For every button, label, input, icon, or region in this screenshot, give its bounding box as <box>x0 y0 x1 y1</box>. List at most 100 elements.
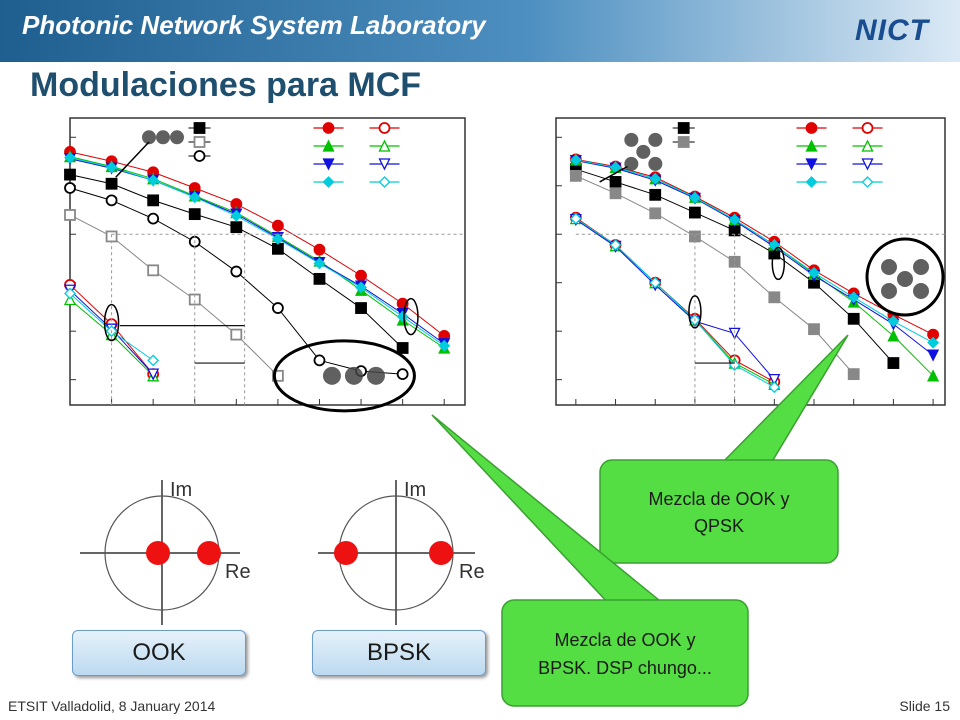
series-line <box>575 158 934 336</box>
data-point <box>147 368 160 381</box>
legend-im-marker <box>322 176 335 188</box>
data-point <box>105 177 118 190</box>
legend-im-marker <box>322 139 335 152</box>
eye-blob <box>881 259 897 275</box>
data-point <box>147 174 160 187</box>
legend-ref-marker <box>677 122 690 134</box>
data-point <box>64 168 76 181</box>
data-point <box>271 302 284 314</box>
data-point <box>847 312 860 325</box>
data-point <box>147 212 160 225</box>
data-point <box>355 281 367 294</box>
legend-qam-marker <box>378 139 391 152</box>
data-point <box>569 212 582 225</box>
callout-qpsk-bubble <box>599 459 839 564</box>
bpsk-label-box: BPSK <box>312 630 486 676</box>
series-line <box>575 219 775 380</box>
bpsk-re-label: Re <box>459 561 485 583</box>
inset-blob <box>648 156 663 171</box>
series-line <box>69 156 445 349</box>
data-point <box>313 257 326 270</box>
legend-im-marker <box>805 122 818 134</box>
series-line <box>69 151 445 337</box>
im-bits-ellipse <box>403 297 419 336</box>
data-point <box>271 369 284 382</box>
data-point <box>271 233 284 245</box>
data-point <box>438 339 451 352</box>
chart-a <box>63 117 466 413</box>
bpsk-im-label: Im <box>404 479 426 501</box>
series-line <box>69 214 279 377</box>
data-point <box>649 172 662 185</box>
callout-bpsk: Mezcla de OOK y BPSK. DSP chungo... <box>431 414 749 707</box>
inset-blob <box>648 132 663 147</box>
data-point <box>847 368 860 381</box>
legend-ref-marker <box>677 136 690 148</box>
data-point <box>313 272 326 285</box>
data-point <box>689 206 701 219</box>
ook-label-box: OOK <box>72 630 246 676</box>
legend-im-marker <box>322 122 335 134</box>
data-point <box>64 182 76 194</box>
data-point <box>355 302 367 314</box>
data-point <box>609 187 622 200</box>
slide-number: Slide 15 <box>899 698 950 714</box>
inset-arrow <box>599 165 628 183</box>
data-point <box>768 291 781 304</box>
data-point <box>396 310 409 323</box>
legend-qam-marker <box>861 139 874 152</box>
legend-ref-marker <box>193 136 206 148</box>
data-point <box>147 194 160 207</box>
legend-qam-marker <box>861 158 874 171</box>
data-point <box>887 315 900 328</box>
data-point <box>847 291 860 304</box>
lab-title: Photonic Network System Laboratory <box>22 10 486 40</box>
callout-qpsk: Mezcla de OOK y QPSK <box>599 334 849 564</box>
data-point <box>808 266 820 279</box>
data-point <box>927 349 940 362</box>
header-banner: Photonic Network System Laboratory NICT <box>0 0 960 62</box>
data-point <box>609 176 622 188</box>
cc-bpsk-constellation-ellipse <box>272 339 416 413</box>
data-point <box>569 154 582 166</box>
data-point <box>147 264 160 277</box>
legend-ref-marker <box>193 122 206 134</box>
data-point <box>927 336 940 349</box>
data-point <box>64 287 76 300</box>
data-point <box>649 188 662 201</box>
ook-constellation: Im Re <box>80 479 251 625</box>
callout-bpsk-bubble <box>501 599 749 707</box>
legend-im-marker <box>805 176 818 188</box>
qam-bits-ellipse <box>103 303 120 342</box>
data-point <box>927 369 940 382</box>
qam-bits-ellipse <box>688 295 702 329</box>
data-point <box>609 239 622 251</box>
series-line <box>575 218 775 388</box>
data-point <box>230 221 243 234</box>
eye-blob <box>913 283 929 299</box>
legend-qam-marker <box>861 176 874 188</box>
data-point <box>768 381 781 394</box>
data-point <box>188 208 201 221</box>
legend-im-marker <box>322 158 335 171</box>
ook-point-1 <box>197 541 221 565</box>
legend-ref-marker <box>193 150 206 162</box>
eye-blob <box>366 366 385 385</box>
legend-im-marker <box>805 158 818 171</box>
data-point <box>569 169 582 182</box>
data-point <box>230 265 243 278</box>
data-point <box>887 357 900 369</box>
series-line <box>575 175 855 375</box>
footer-location: ETSIT Valladolid, 8 January 2014 <box>8 698 216 714</box>
data-point <box>396 368 409 381</box>
series-line <box>69 157 445 347</box>
ook-im-label: Im <box>170 479 192 501</box>
data-point <box>188 191 201 204</box>
eye-blob <box>322 366 341 385</box>
data-point <box>768 374 781 387</box>
callout-qpsk-line-1: QPSK <box>694 516 744 536</box>
data-point <box>689 191 701 204</box>
legend-im-marker <box>805 139 818 152</box>
slide-title: Modulaciones para MCF <box>30 66 422 104</box>
